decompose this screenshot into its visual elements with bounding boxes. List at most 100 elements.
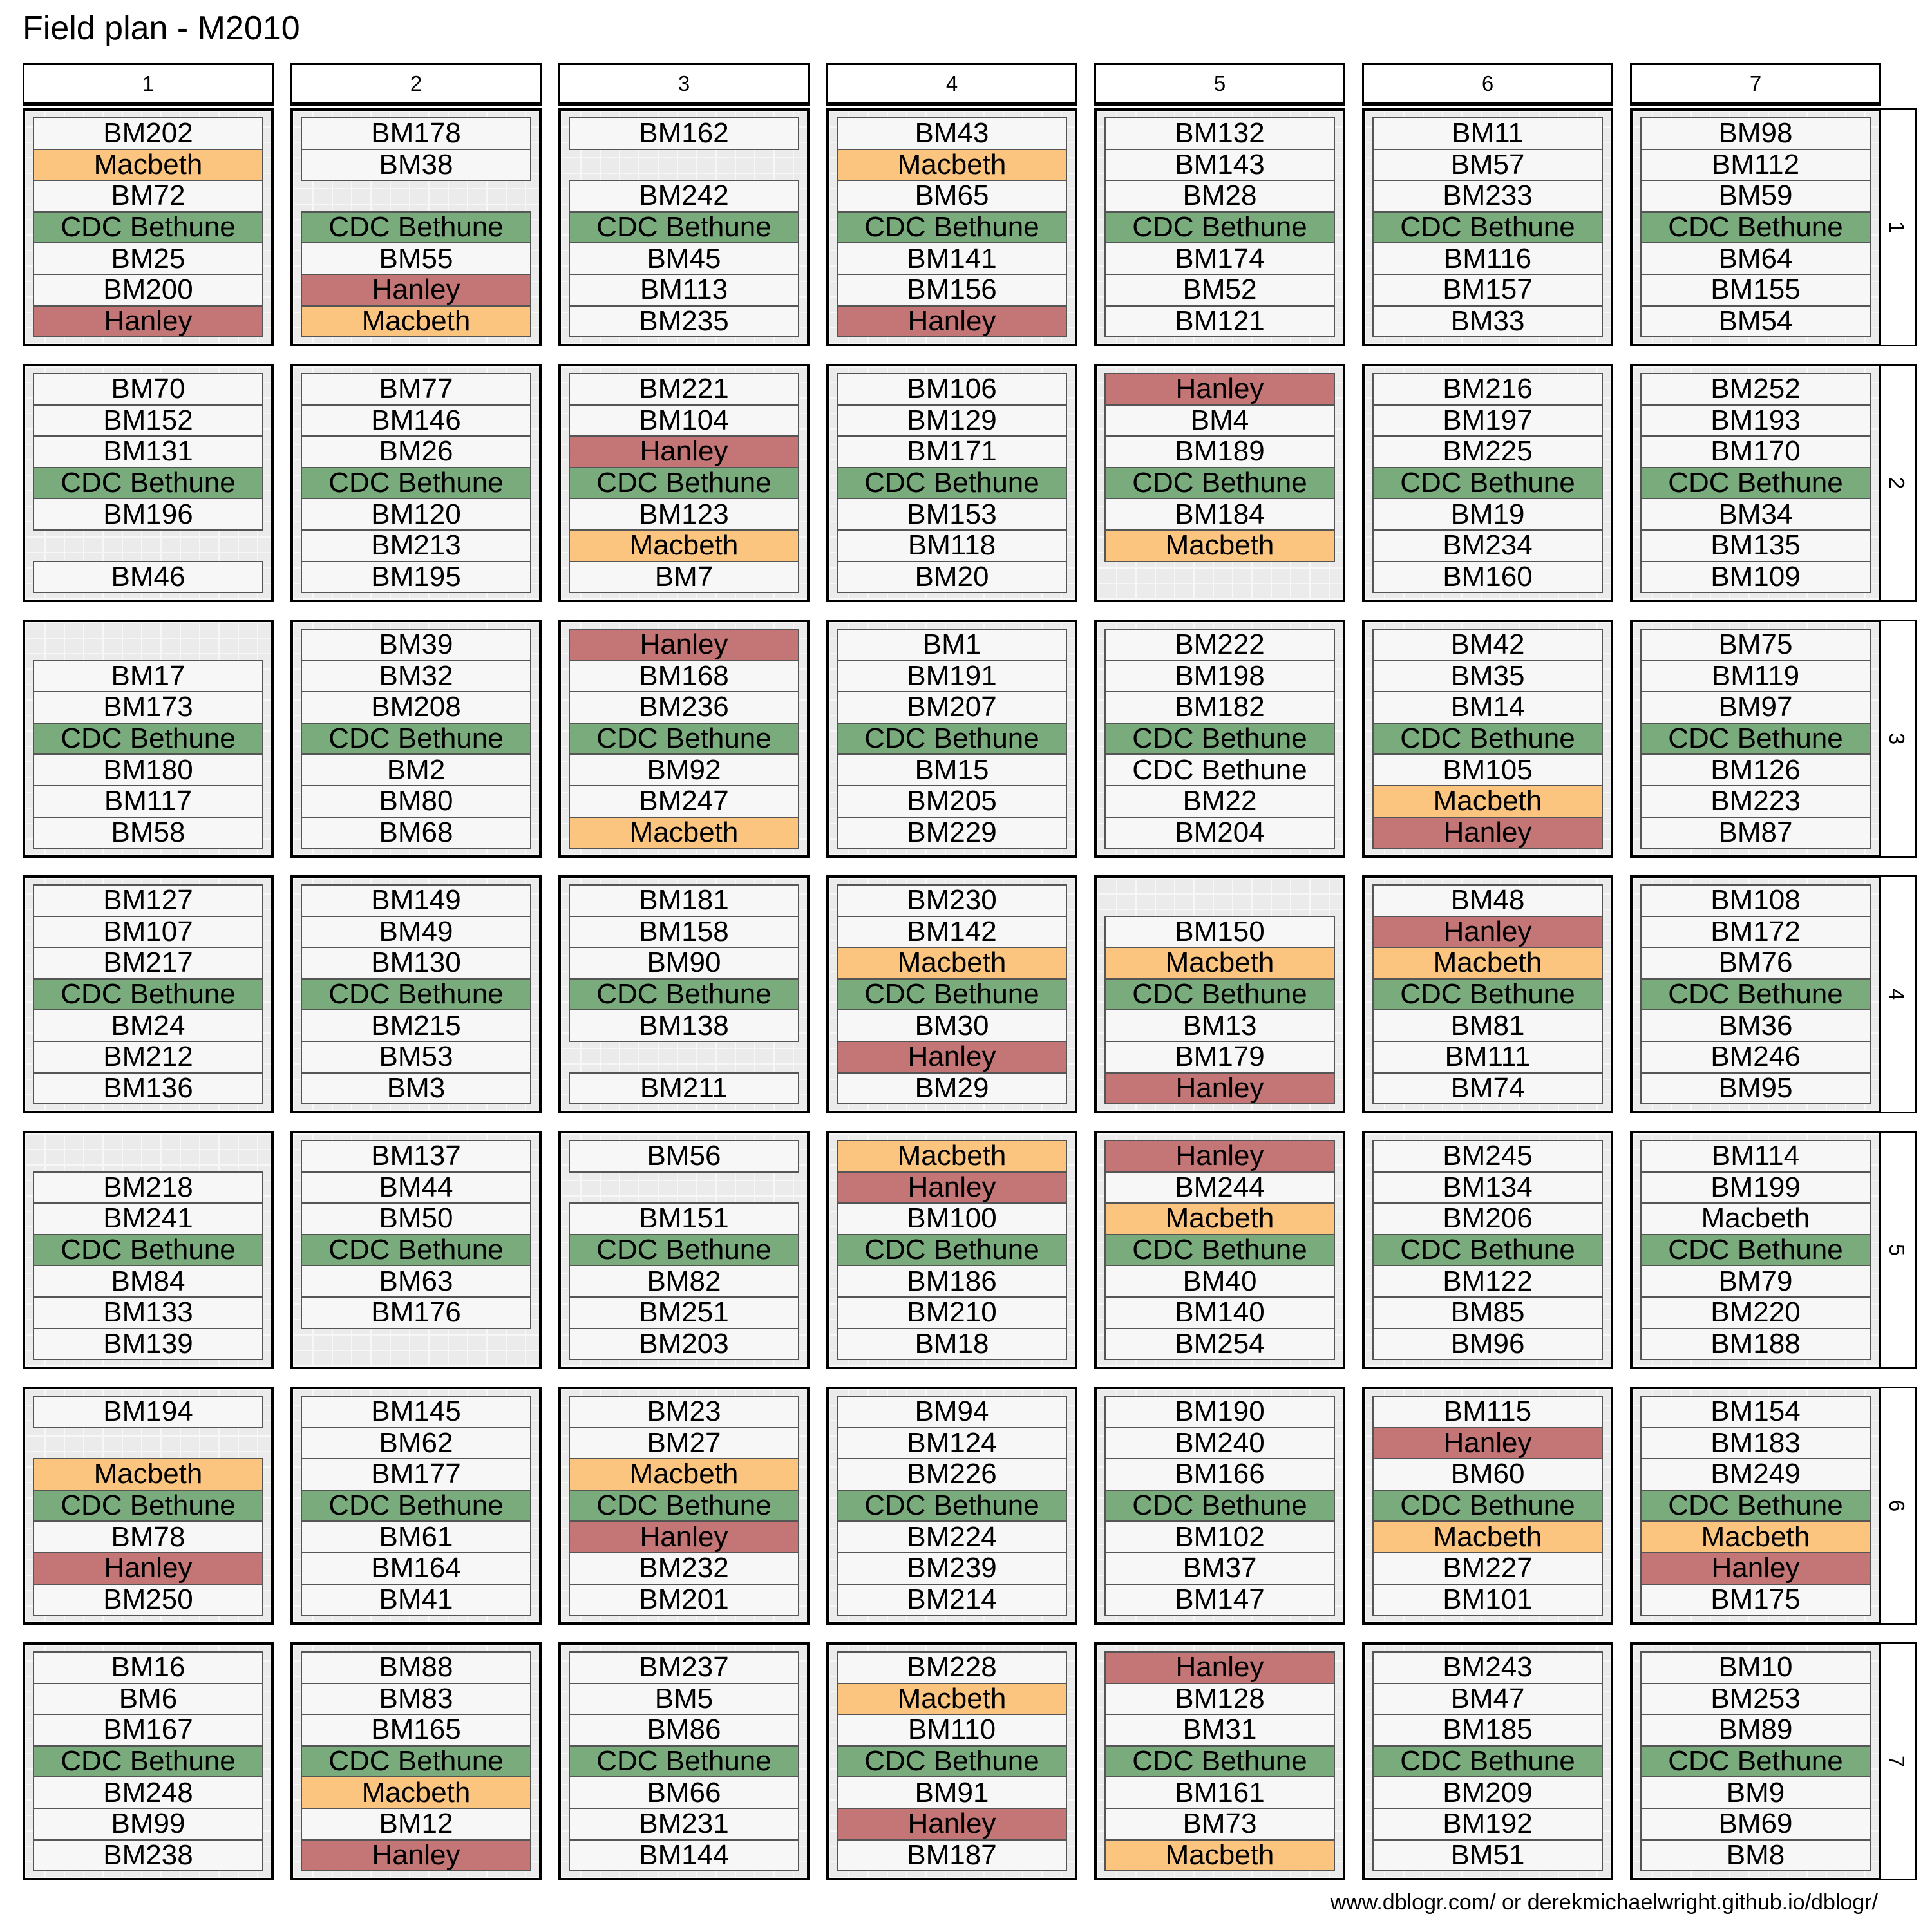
plot-panel: Hanley BM168 BM236 CDC Bethune BM92 BM247 Macb… (558, 620, 810, 858)
plot-cell: BM136 (33, 1072, 263, 1105)
plot-cell: BM146 (301, 404, 531, 437)
plot-cell: BM183 (1640, 1426, 1871, 1460)
plot-cell: BM220 (1640, 1296, 1871, 1329)
plot-cell: BM150 (1104, 915, 1335, 949)
plot-cell: BM208 (301, 691, 531, 724)
plot-cell: BM76 (1640, 947, 1871, 980)
plot-panel: BM23 BM27 Macbeth CDC Bethune Hanley BM232 BM2… (558, 1387, 810, 1625)
plot-cell: CDC Bethune (33, 1489, 263, 1522)
plot-panel: BM216 BM197 BM225 CDC Bethune BM19 BM234 BM160 (1362, 364, 1613, 602)
plot-panel: BM88 BM83 BM165 CDC Bethune Macbeth BM12 Hanle… (290, 1642, 542, 1880)
plot-cell: BM109 (1640, 560, 1871, 594)
plot-cell: BM178 (301, 117, 531, 150)
plot-cell: BM191 (837, 659, 1067, 693)
plot-cell: BM37 (1104, 1552, 1335, 1585)
plot-cell: BM149 (301, 884, 531, 917)
plot-panel: BM132 BM143 BM28 CDC Bethune BM174 BM52 BM121 (1094, 108, 1345, 346)
plot-cell: BM56 (569, 1140, 799, 1173)
plot-cell: BM135 (1640, 529, 1871, 562)
plot-cell: BM182 (1104, 691, 1335, 724)
plot-cell: BM211 (569, 1072, 799, 1105)
plot-panel: BM108 BM172 BM76 CDC Bethune BM36 BM246 BM95 (1630, 875, 1881, 1113)
plot-cell: BM140 (1104, 1296, 1335, 1329)
plot-cell: BM240 (1104, 1426, 1335, 1460)
plot-cell: BM245 (1372, 1140, 1603, 1173)
plot-cell: BM224 (837, 1520, 1067, 1553)
plot-cell: BM196 (33, 498, 263, 531)
plot-cell: BM4 (1104, 404, 1335, 437)
plot-cell: BM160 (1372, 560, 1603, 594)
plot-cell: CDC Bethune (569, 211, 799, 244)
plot-panel: BM228 Macbeth BM110 CDC Bethune BM91 Hanley BM… (826, 1642, 1077, 1880)
plot-cell: BM98 (1640, 117, 1871, 150)
plot-cell: BM213 (301, 529, 531, 562)
plot-cell: Macbeth (33, 1458, 263, 1491)
plot-cell: CDC Bethune (1372, 978, 1603, 1011)
plot-cell: BM5 (569, 1682, 799, 1716)
column-label: 3 (558, 63, 810, 106)
plot-cell: Macbeth (1104, 1839, 1335, 1872)
plot-cell: BM89 (1640, 1714, 1871, 1747)
plot-cell: BM236 (569, 691, 799, 724)
plot-cell: BM87 (1640, 816, 1871, 849)
plot-cell: CDC Bethune (33, 466, 263, 500)
plot-cell: BM243 (1372, 1651, 1603, 1684)
plot-panel: BM202 Macbeth BM72 CDC Bethune BM25 BM200 Hanl… (23, 108, 274, 346)
plot-cell: BM104 (569, 404, 799, 437)
plot-cell: BM101 (1372, 1583, 1603, 1616)
plot-cell: CDC Bethune (1104, 1233, 1335, 1267)
plot-cell: Macbeth (1372, 947, 1603, 980)
plot-cell: BM116 (1372, 242, 1603, 275)
plot-panel: Hanley BM4 BM189 CDC Bethune BM184 Macbeth (1094, 364, 1345, 602)
plot-cell: BM188 (1640, 1327, 1871, 1361)
plot-panel: BM56 BM151 CDC Bethune BM82 BM251 BM203 (558, 1131, 810, 1369)
plot-cell: BM242 (569, 180, 799, 213)
plot-cell: BM48 (1372, 884, 1603, 917)
plot-cell: CDC Bethune (837, 211, 1067, 244)
plot-cell: BM187 (837, 1839, 1067, 1872)
plot-cell: BM107 (33, 915, 263, 949)
source-caption: www.dblogr.com/ or derekmichaelwright.gi… (1330, 1890, 1878, 1915)
plot-cell: CDC Bethune (569, 466, 799, 500)
plot-cell: CDC Bethune (837, 978, 1067, 1011)
plot-cell: BM127 (33, 884, 263, 917)
plot-cell: BM16 (33, 1651, 263, 1684)
plot-panel: Hanley BM128 BM31 CDC Bethune BM161 BM73 Macbe… (1094, 1642, 1345, 1880)
plot-cell: BM123 (569, 498, 799, 531)
plot-cell: BM18 (837, 1327, 1067, 1361)
plot-panel: BM43 Macbeth BM65 CDC Bethune BM141 BM156 Hanl… (826, 108, 1077, 346)
plot-panel: BM221 BM104 Hanley CDC Bethune BM123 Macbeth B… (558, 364, 810, 602)
plot-panel: BM243 BM47 BM185 CDC Bethune BM209 BM192 BM51 (1362, 1642, 1613, 1880)
plot-cell: BM65 (837, 180, 1067, 213)
plot-cell: CDC Bethune (33, 1233, 263, 1267)
plot-cell: BM31 (1104, 1714, 1335, 1747)
plot-cell: Macbeth (1372, 785, 1603, 818)
plot-cell: BM49 (301, 915, 531, 949)
plot-cell: BM173 (33, 691, 263, 724)
plot-cell: BM115 (1372, 1396, 1603, 1428)
plot-panel: BM17 BM173 CDC Bethune BM180 BM117 BM58 (23, 620, 274, 858)
plot-cell: BM34 (1640, 498, 1871, 531)
plot-cell: CDC Bethune (1372, 722, 1603, 755)
plot-cell: BM204 (1104, 816, 1335, 849)
plot-cell: BM214 (837, 1583, 1067, 1616)
row-label-text: 1 (1884, 221, 1909, 234)
plot-panel: BM252 BM193 BM170 CDC Bethune BM34 BM135 BM109 (1630, 364, 1881, 602)
plot-cell: BM40 (1104, 1265, 1335, 1298)
plot-cell: BM8 (1640, 1839, 1871, 1872)
plot-panel: Hanley BM244 Macbeth CDC Bethune BM40 BM140 BM… (1094, 1131, 1345, 1369)
plot-panel: BM94 BM124 BM226 CDC Bethune BM224 BM239 BM214 (826, 1387, 1077, 1625)
plot-cell: BM38 (301, 148, 531, 182)
plot-cell: BM235 (569, 305, 799, 338)
plot-cell: CDC Bethune (301, 722, 531, 755)
plot-cell: BM77 (301, 373, 531, 406)
plot-cell: BM166 (1104, 1458, 1335, 1491)
row-label-text: 3 (1884, 732, 1909, 745)
plot-cell: BM2 (301, 753, 531, 786)
plot-cell: BM64 (1640, 242, 1871, 275)
plot-cell: Macbeth (1104, 529, 1335, 562)
plot-cell: CDC Bethune (569, 1233, 799, 1267)
plot-cell: BM139 (33, 1327, 263, 1361)
plot-panel: BM230 BM142 Macbeth CDC Bethune BM30 Hanley BM… (826, 875, 1077, 1113)
plot-cell: BM83 (301, 1682, 531, 1716)
